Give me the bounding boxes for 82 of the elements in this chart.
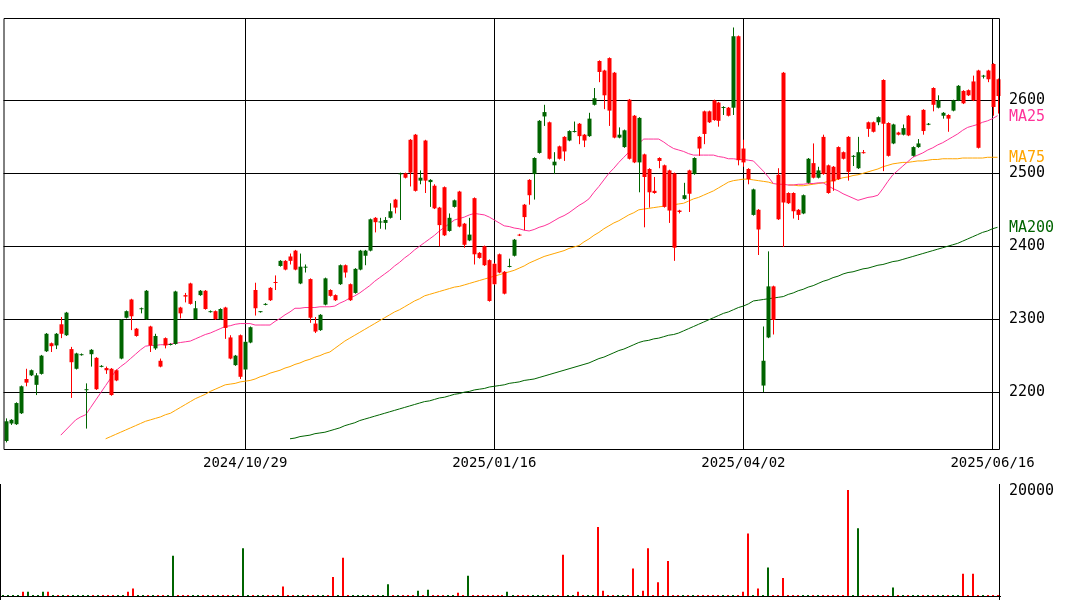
candlestick <box>906 114 911 137</box>
bar <box>417 590 419 596</box>
candlestick <box>44 332 49 353</box>
candlestick <box>398 172 403 221</box>
candlestick <box>697 135 702 157</box>
bar <box>467 575 469 596</box>
candlestick <box>273 274 278 291</box>
candlestick <box>801 193 806 215</box>
bar <box>757 588 759 596</box>
bar <box>172 555 174 596</box>
bar <box>597 527 599 596</box>
bar <box>282 586 284 596</box>
candlestick <box>687 169 692 213</box>
series-label: MA25 <box>1009 106 1046 125</box>
candlestick <box>208 309 213 314</box>
bar <box>27 591 29 596</box>
bar <box>132 588 134 596</box>
bar <box>767 567 769 596</box>
candlestick <box>59 316 64 339</box>
candlestick <box>193 300 198 321</box>
candlestick <box>228 334 233 360</box>
bar <box>506 591 508 596</box>
candlestick <box>203 289 208 311</box>
candlestick <box>856 136 861 170</box>
x-tick-label: 2025/06/16 <box>950 454 1035 471</box>
x-tick-label: 2024/10/29 <box>203 454 288 471</box>
y-tick-label: 2400 <box>1009 236 1046 255</box>
candlestick <box>447 212 452 233</box>
bar <box>747 533 749 596</box>
bar <box>657 582 659 596</box>
bar <box>782 577 784 596</box>
candlestick <box>532 156 537 201</box>
candlestick <box>811 142 816 179</box>
bar <box>742 591 744 596</box>
bar <box>962 573 964 596</box>
candlestick <box>69 346 74 399</box>
series-label: MA200 <box>1009 218 1055 237</box>
x-tick-label: 2025/04/02 <box>701 454 786 471</box>
bar <box>892 587 894 596</box>
bar <box>562 554 564 596</box>
bar <box>602 590 604 596</box>
text: 20000 <box>1009 480 1055 499</box>
candlestick <box>756 208 761 256</box>
bar <box>632 568 634 596</box>
bar <box>857 528 859 596</box>
candlestick <box>223 306 228 340</box>
bar <box>427 589 429 596</box>
candlestick <box>921 108 926 136</box>
candlestick <box>253 282 258 317</box>
bar <box>42 591 44 596</box>
x-tick-label: 2025/01/16 <box>452 454 537 471</box>
candlestick <box>64 311 69 337</box>
candlestick <box>562 135 567 162</box>
bar <box>342 557 344 596</box>
bar <box>242 548 244 596</box>
candlestick <box>527 178 532 206</box>
bar <box>577 591 579 596</box>
y-tick-label: 2300 <box>1009 309 1046 328</box>
candlestick <box>129 298 134 331</box>
candlestick <box>432 183 437 210</box>
candlestick <box>338 263 343 286</box>
candlestick <box>84 382 89 430</box>
bar <box>387 584 389 596</box>
candlestick <box>522 203 527 231</box>
bar <box>667 561 669 596</box>
bar <box>332 576 334 596</box>
candlestick <box>587 112 592 138</box>
candlestick <box>34 372 39 396</box>
bar <box>972 573 974 596</box>
y-tick-label: 2500 <box>1009 163 1046 182</box>
bar <box>642 590 644 596</box>
candlestick <box>39 354 44 376</box>
bar <box>47 591 49 596</box>
candlestick <box>148 325 153 353</box>
bar <box>647 548 649 596</box>
bar <box>22 591 24 596</box>
y-tick-label: 2600 <box>1009 90 1046 109</box>
y-tick-label: 2200 <box>1009 382 1046 401</box>
bar <box>457 592 459 596</box>
bar <box>127 591 129 596</box>
bar <box>847 490 849 596</box>
candlestick <box>931 86 936 112</box>
